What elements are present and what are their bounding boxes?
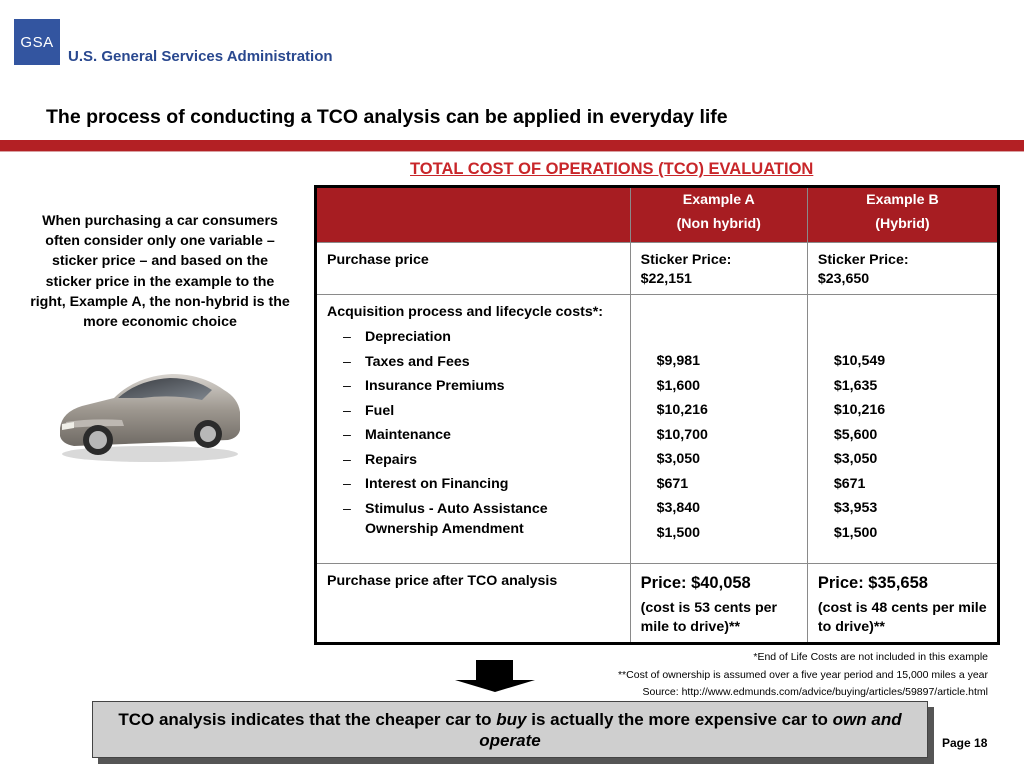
list-item: Maintenance — [327, 423, 620, 448]
header-example-a: Example A (Non hybrid) — [629, 186, 808, 243]
final-price-label: Purchase price after TCO analysis — [315, 563, 631, 644]
list-item: Fuel — [327, 399, 620, 424]
example-a-title: Example A — [682, 192, 755, 208]
value-item: $1,635 — [833, 377, 878, 394]
tco-table: Example A (Non hybrid) Example B (Hybrid… — [314, 185, 1000, 645]
callout-text-1: TCO analysis indicates that the cheaper … — [118, 710, 497, 729]
cost-per-mile-a: (cost is 53 cents per mile to drive)** — [640, 600, 778, 635]
table-row-purchase-price: Purchase price Sticker Price: $22,151 St… — [315, 242, 1000, 295]
value-item: $3,953 — [833, 500, 878, 516]
final-price-b-cell: Price: $35,658 (cost is 48 cents per mil… — [806, 563, 1000, 644]
value-item: $5,600 — [833, 426, 878, 443]
cost-values-a: $9,981 $1,600 $10,216 $10,700 $3,050 $67… — [631, 295, 807, 545]
sticker-value-b: $23,650 — [817, 271, 870, 287]
list-item: Repairs — [327, 448, 620, 473]
final-price-b: Price: $35,658 — [817, 574, 928, 592]
example-a-subtitle: (Non hybrid) — [676, 216, 761, 232]
lifecycle-values-b-cell: $10,549 $1,635 $10,216 $5,600 $3,050 $67… — [806, 294, 1000, 564]
value-item: $3,050 — [833, 451, 878, 467]
value-item: $9,981 — [656, 353, 701, 369]
purchase-price-a: Sticker Price: $22,151 — [629, 242, 808, 295]
cost-item-list: Depreciation Taxes and Fees Insurance Pr… — [327, 325, 620, 539]
table-row-final-price: Purchase price after TCO analysis Price:… — [315, 563, 1000, 644]
callout-emphasis-buy: buy — [496, 710, 527, 729]
value-item: $3,840 — [656, 500, 701, 516]
list-item: Depreciation — [327, 325, 620, 350]
purchase-price-label: Purchase price — [315, 242, 631, 295]
header-blank-cell — [315, 186, 631, 243]
value-item: $1,500 — [833, 524, 878, 541]
value-item: $10,549 — [833, 353, 886, 369]
car-image — [60, 374, 240, 462]
conclusion-callout: TCO analysis indicates that the cheaper … — [92, 701, 928, 758]
list-item: Stimulus - Auto Assistance Ownership Ame… — [327, 497, 620, 539]
example-b-subtitle: (Hybrid) — [875, 216, 930, 232]
slide-title: The process of conducting a TCO analysis… — [46, 106, 728, 128]
lifecycle-values-a-cell: $9,981 $1,600 $10,216 $10,700 $3,050 $67… — [629, 294, 808, 564]
value-item: $3,050 — [656, 451, 701, 467]
org-name: U.S. General Services Administration — [68, 48, 333, 65]
footnote-source: Source: http://www.edmunds.com/advice/bu… — [642, 686, 988, 698]
lifecycle-cost-label-cell: Acquisition process and lifecycle costs*… — [315, 294, 631, 564]
sticker-label-b: Sticker Price: — [817, 252, 909, 268]
header-example-b: Example B (Hybrid) — [806, 186, 1000, 243]
lifecycle-cost-label: Acquisition process and lifecycle costs*… — [327, 304, 603, 320]
list-item: Taxes and Fees — [327, 350, 620, 375]
footnote-end-of-life: *End of Life Costs are not included in t… — [753, 651, 988, 663]
callout-emphasis-own: own and operate — [479, 710, 902, 750]
final-price-a-cell: Price: $40,058 (cost is 53 cents per mil… — [629, 563, 808, 644]
cost-per-mile-b: (cost is 48 cents per mile to drive)** — [817, 600, 987, 635]
value-item: $10,216 — [656, 402, 708, 418]
table-title: TOTAL COST OF OPERATIONS (TCO) EVALUATIO… — [410, 160, 814, 178]
page-number: Page 18 — [942, 736, 988, 750]
value-item: $1,500 — [656, 524, 701, 541]
sticker-label-a: Sticker Price: — [640, 252, 732, 268]
list-item: Interest on Financing — [327, 472, 620, 497]
purchase-price-b: Sticker Price: $23,650 — [806, 242, 1000, 295]
table-row-lifecycle-costs: Acquisition process and lifecycle costs*… — [315, 294, 1000, 564]
sticker-value-a: $22,151 — [640, 271, 692, 287]
value-item: $10,216 — [833, 402, 886, 418]
value-item: $1,600 — [656, 377, 701, 394]
down-arrow-icon — [455, 660, 535, 692]
red-divider-bar — [0, 140, 1024, 151]
cost-values-b: $10,549 $1,635 $10,216 $5,600 $3,050 $67… — [808, 295, 997, 545]
gsa-logo-text: GSA — [20, 33, 54, 51]
value-item: $10,700 — [656, 426, 708, 443]
final-price-a: Price: $40,058 — [640, 574, 751, 592]
footnote-ownership: **Cost of ownership is assumed over a fi… — [617, 668, 988, 681]
callout-text-2: is actually the more expensive car to — [526, 710, 833, 729]
divider-shadow — [0, 151, 1024, 152]
value-item: $671 — [656, 475, 689, 492]
example-b-title: Example B — [866, 192, 939, 208]
footnotes: *End of Life Costs are not included in t… — [618, 649, 988, 702]
value-item: $671 — [833, 475, 866, 492]
table-header-row: Example A (Non hybrid) Example B (Hybrid… — [315, 186, 1000, 243]
gsa-logo: GSA — [14, 19, 60, 65]
intro-paragraph: When purchasing a car consumers often co… — [30, 213, 290, 331]
list-item: Insurance Premiums — [327, 374, 620, 399]
